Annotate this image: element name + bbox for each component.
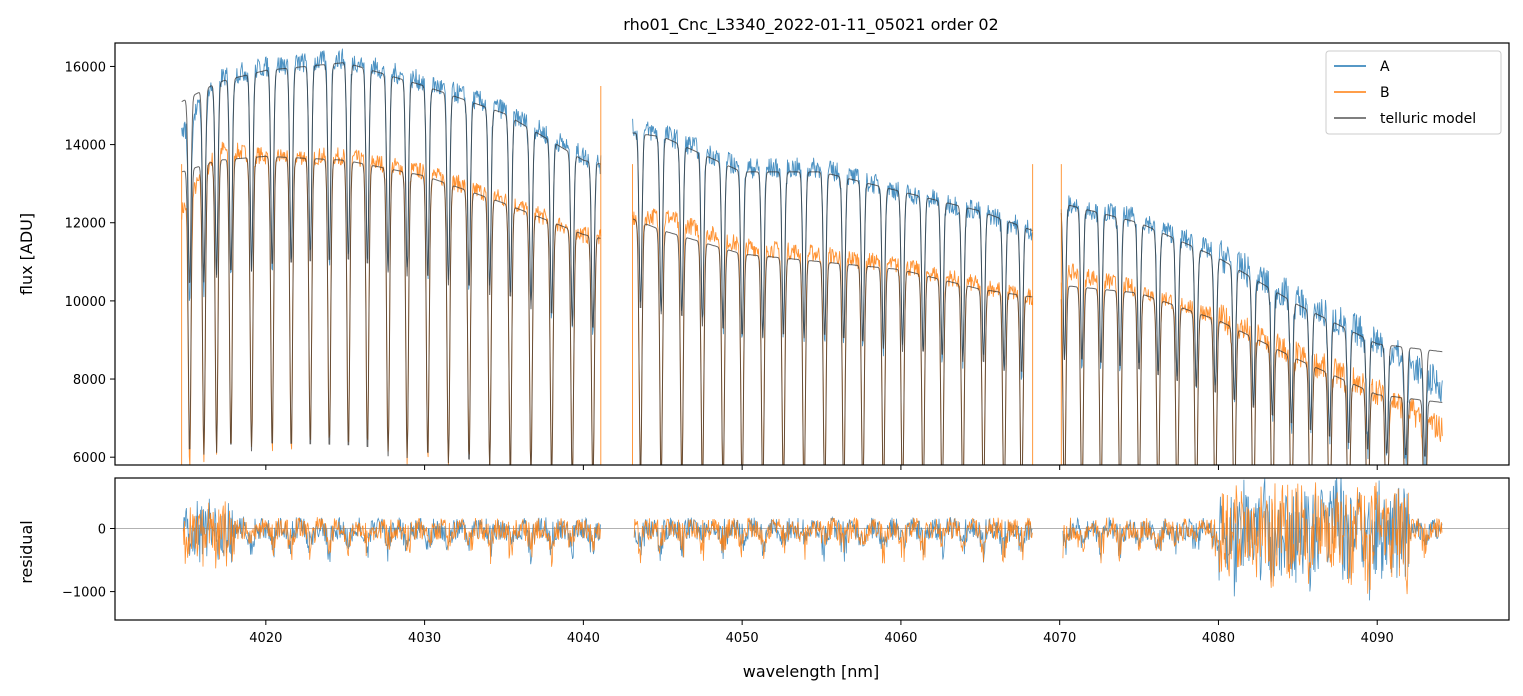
telluric-model-a-segment-3 [1060, 204, 1443, 457]
flux-panel-frame [114, 42, 1510, 466]
flux-y-axis-label: flux [ADU] [17, 213, 36, 295]
residual-x-tick-label: 4050 [726, 631, 759, 646]
flux-y-tick-label: 12000 [65, 217, 106, 232]
telluric-model-b-segment-2 [632, 218, 1033, 465]
chart-title: rho01_Cnc_L3340_2022-01-11_05021 order 0… [623, 15, 998, 35]
flux-y-tick-label: 6000 [73, 451, 106, 466]
residual-x-tick-label: 4090 [1361, 631, 1394, 646]
residual-b-segment-2 [633, 516, 1033, 564]
legend: A B telluric model [1325, 50, 1502, 135]
telluric-model-a-segment-1 [181, 62, 601, 328]
residual-x-tick-label: 4020 [249, 631, 282, 646]
flux-y-tick-label: 10000 [65, 295, 106, 310]
residual-x-tick-label: 4080 [1202, 631, 1235, 646]
residual-x-tick-label: 4070 [1043, 631, 1076, 646]
residual-b-segment-1 [182, 501, 601, 569]
legend-label-b: B [1380, 85, 1390, 101]
residual-y-tick-label: −1000 [62, 586, 106, 601]
residual-y-tick-label: 0 [98, 522, 106, 537]
residual-b-segment-3 [1062, 482, 1443, 595]
legend-box [1325, 50, 1502, 135]
telluric-model-b-segment-1 [181, 155, 601, 465]
telluric-model-b-segment-3 [1060, 285, 1443, 465]
flux-y-tick-label: 8000 [73, 373, 106, 388]
series-a-segment-2 [632, 118, 1034, 380]
residual-x-tick-label: 4060 [884, 631, 917, 646]
legend-label-telluric: telluric model [1380, 111, 1476, 127]
residual-panel-frame [114, 477, 1510, 621]
flux-y-tick-label: 14000 [65, 139, 106, 154]
residual-x-tick-label: 4030 [408, 631, 441, 646]
flux-y-tick-label: 16000 [65, 60, 106, 75]
residual-y-axis-label: residual [17, 520, 36, 583]
legend-label-a: A [1380, 59, 1390, 75]
series-b-segment-2 [632, 208, 1034, 465]
residual-panel: −10000 4020 4030 4040 4050 4060 4070 4080 4090 … [17, 477, 1510, 681]
x-axis-label: wavelength [nm] [743, 662, 880, 681]
residual-x-tick-label: 4040 [567, 631, 600, 646]
telluric-model-a-segment-2 [632, 132, 1033, 372]
